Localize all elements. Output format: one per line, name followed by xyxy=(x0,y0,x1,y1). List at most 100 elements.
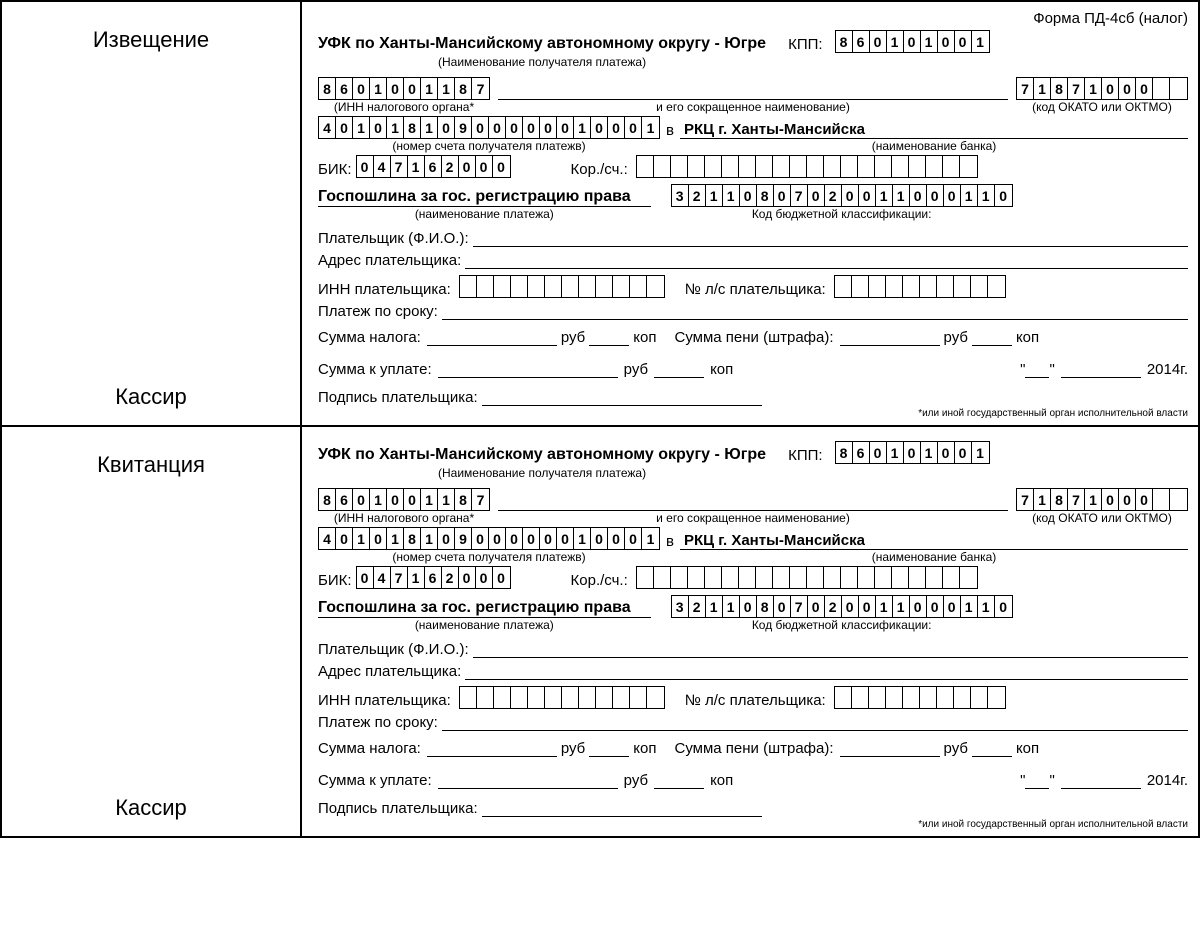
digit-cell: 1 xyxy=(353,528,370,549)
digit-cell: 0 xyxy=(808,185,825,206)
digit-cell: 8 xyxy=(404,117,421,138)
rub-label2: руб xyxy=(944,740,968,757)
digit-cell xyxy=(943,156,960,177)
digit-cell xyxy=(790,156,807,177)
left-column: Квитанция Кассир xyxy=(2,427,302,836)
digit-cell xyxy=(671,156,688,177)
tax-rub-line[interactable] xyxy=(427,739,557,757)
footnote: *или иной государственный орган исполнит… xyxy=(318,408,1188,419)
total-label: Сумма к уплате: xyxy=(318,772,432,789)
digit-cell: 1 xyxy=(421,117,438,138)
digit-cell xyxy=(852,276,869,297)
digit-cell xyxy=(654,567,671,588)
digit-cell: 0 xyxy=(438,117,455,138)
total-kop-line[interactable] xyxy=(654,771,704,789)
digit-cell: 1 xyxy=(1034,489,1051,510)
digit-cell: 1 xyxy=(408,156,425,177)
digit-cell: 1 xyxy=(706,185,723,206)
kop-label: коп xyxy=(633,329,656,346)
digit-cell xyxy=(579,276,596,297)
total-kop-line[interactable] xyxy=(654,360,704,378)
digit-cell: 6 xyxy=(425,567,442,588)
digit-cell: 0 xyxy=(353,78,370,99)
digit-cell xyxy=(1153,489,1170,510)
kbk-hint: Код бюджетной классификации: xyxy=(752,618,932,632)
digit-cell: 7 xyxy=(1068,489,1085,510)
digit-cell xyxy=(920,687,937,708)
payer-line[interactable] xyxy=(473,229,1188,247)
digit-cell xyxy=(790,567,807,588)
due-line[interactable] xyxy=(442,713,1188,731)
digit-cell: 0 xyxy=(938,31,955,52)
digit-cell: 0 xyxy=(591,528,608,549)
digit-cell: 1 xyxy=(1085,489,1102,510)
korr-label: Кор./сч.: xyxy=(571,161,628,178)
tax-kop-line[interactable] xyxy=(589,739,629,757)
sign-line[interactable] xyxy=(482,388,762,406)
digit-cell xyxy=(562,276,579,297)
digit-cell: 0 xyxy=(459,156,476,177)
ls-cells xyxy=(834,686,1006,709)
digit-cell: 8 xyxy=(757,185,774,206)
digit-cell: 1 xyxy=(961,185,978,206)
bik-label: БИК: xyxy=(318,572,352,589)
digit-cell xyxy=(841,567,858,588)
digit-cell: 7 xyxy=(791,596,808,617)
tax-sum-label: Сумма налога: xyxy=(318,329,421,346)
digit-cell xyxy=(824,567,841,588)
kbk-hint: Код бюджетной классификации: xyxy=(752,207,932,221)
due-label: Платеж по сроку: xyxy=(318,303,438,320)
digit-cell xyxy=(875,567,892,588)
recipient-hint: (Наименование получателя платежа) xyxy=(438,55,1188,69)
digit-cell xyxy=(528,276,545,297)
account-cells: 40101810900000010001 xyxy=(318,527,660,550)
digit-cell: 0 xyxy=(438,528,455,549)
digit-cell: 0 xyxy=(1102,489,1119,510)
digit-cell: 1 xyxy=(642,117,659,138)
sign-line[interactable] xyxy=(482,799,762,817)
recipient-name: УФК по Ханты-Мансийскому автономному окр… xyxy=(318,35,766,53)
digit-cell xyxy=(596,687,613,708)
digit-cell: 7 xyxy=(791,185,808,206)
digit-cell xyxy=(960,156,977,177)
payer-line[interactable] xyxy=(473,640,1188,658)
digit-cell xyxy=(494,276,511,297)
digit-cell: 0 xyxy=(404,78,421,99)
digit-cell xyxy=(886,687,903,708)
total-rub-line[interactable] xyxy=(438,771,618,789)
kop-label3: коп xyxy=(710,772,733,789)
bik-cells: 047162000 xyxy=(356,566,511,589)
digit-cell: 0 xyxy=(859,596,876,617)
digit-cell: 0 xyxy=(625,528,642,549)
kop-label2: коп xyxy=(1016,329,1039,346)
digit-cell: 0 xyxy=(472,117,489,138)
inn-hint: (ИНН налогового органа* xyxy=(334,100,474,114)
due-line[interactable] xyxy=(442,302,1188,320)
tax-rub-line[interactable] xyxy=(427,328,557,346)
digit-cell: 8 xyxy=(455,489,472,510)
v-label: в xyxy=(666,533,674,550)
kbk-cells: 32110807020011000110 xyxy=(671,184,1013,207)
payer-addr-line[interactable] xyxy=(465,251,1188,269)
digit-cell: 0 xyxy=(353,489,370,510)
payer-addr-line[interactable] xyxy=(465,662,1188,680)
digit-cell: 1 xyxy=(438,78,455,99)
digit-cell: 1 xyxy=(421,528,438,549)
pen-kop-line[interactable] xyxy=(972,328,1012,346)
digit-cell xyxy=(937,276,954,297)
digit-cell xyxy=(937,687,954,708)
digit-cell xyxy=(688,156,705,177)
pen-kop-line[interactable] xyxy=(972,739,1012,757)
total-rub-line[interactable] xyxy=(438,360,618,378)
digit-cell: 1 xyxy=(1085,78,1102,99)
digit-cell xyxy=(545,276,562,297)
pen-rub-line[interactable] xyxy=(840,739,940,757)
tax-kop-line[interactable] xyxy=(589,328,629,346)
pen-rub-line[interactable] xyxy=(840,328,940,346)
digit-cell: 0 xyxy=(808,596,825,617)
digit-cell: 3 xyxy=(672,596,689,617)
digit-cell: 1 xyxy=(370,489,387,510)
digit-cell xyxy=(630,276,647,297)
digit-cell xyxy=(596,276,613,297)
digit-cell xyxy=(494,687,511,708)
